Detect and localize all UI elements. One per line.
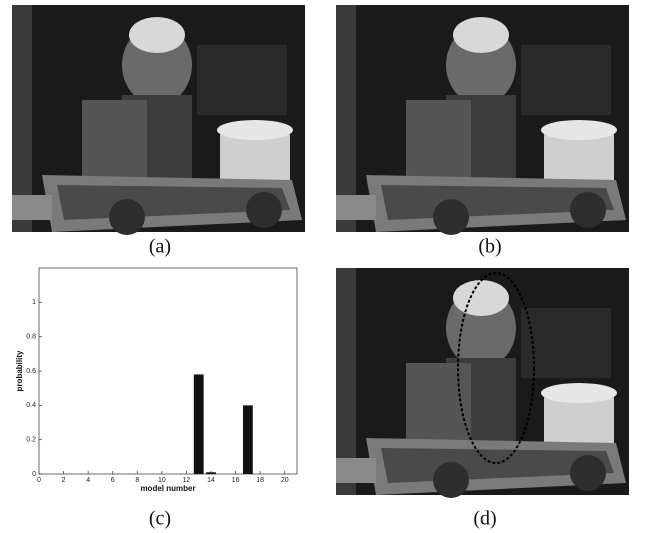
photo-d xyxy=(336,268,629,498)
x-tick-label: 16 xyxy=(232,477,240,484)
y-tick-label: 0 xyxy=(32,471,36,478)
x-axis-label: model number xyxy=(140,484,195,493)
y-tick-label: 0.4 xyxy=(26,402,36,409)
x-tick-label: 20 xyxy=(281,477,289,484)
x-tick-label: 6 xyxy=(111,477,115,484)
photo-b xyxy=(336,5,629,235)
x-tick-label: 8 xyxy=(135,477,139,484)
caption: (d) xyxy=(473,508,496,530)
caption: (b) xyxy=(478,236,501,258)
bar xyxy=(243,405,253,474)
figure: (a) (b) (c) (d) 00.20.40.60.810246810121… xyxy=(0,0,645,533)
y-tick-label: 1 xyxy=(32,299,36,306)
caption: (a) xyxy=(149,236,171,258)
x-tick-label: 12 xyxy=(183,477,191,484)
y-tick-label: 0.8 xyxy=(26,334,36,341)
y-axis-label: probability xyxy=(15,350,24,391)
caption: (c) xyxy=(149,508,171,530)
x-tick-label: 4 xyxy=(86,477,90,484)
bar xyxy=(194,374,204,474)
x-tick-label: 18 xyxy=(256,477,264,484)
y-tick-label: 0.6 xyxy=(26,368,36,375)
x-tick-label: 0 xyxy=(37,477,41,484)
x-tick-label: 2 xyxy=(62,477,66,484)
bar xyxy=(206,472,216,474)
plot-frame xyxy=(39,268,297,474)
x-tick-label: 10 xyxy=(158,477,166,484)
x-tick-label: 14 xyxy=(207,477,215,484)
y-tick-label: 0.2 xyxy=(26,437,36,444)
photo-a xyxy=(12,5,305,235)
